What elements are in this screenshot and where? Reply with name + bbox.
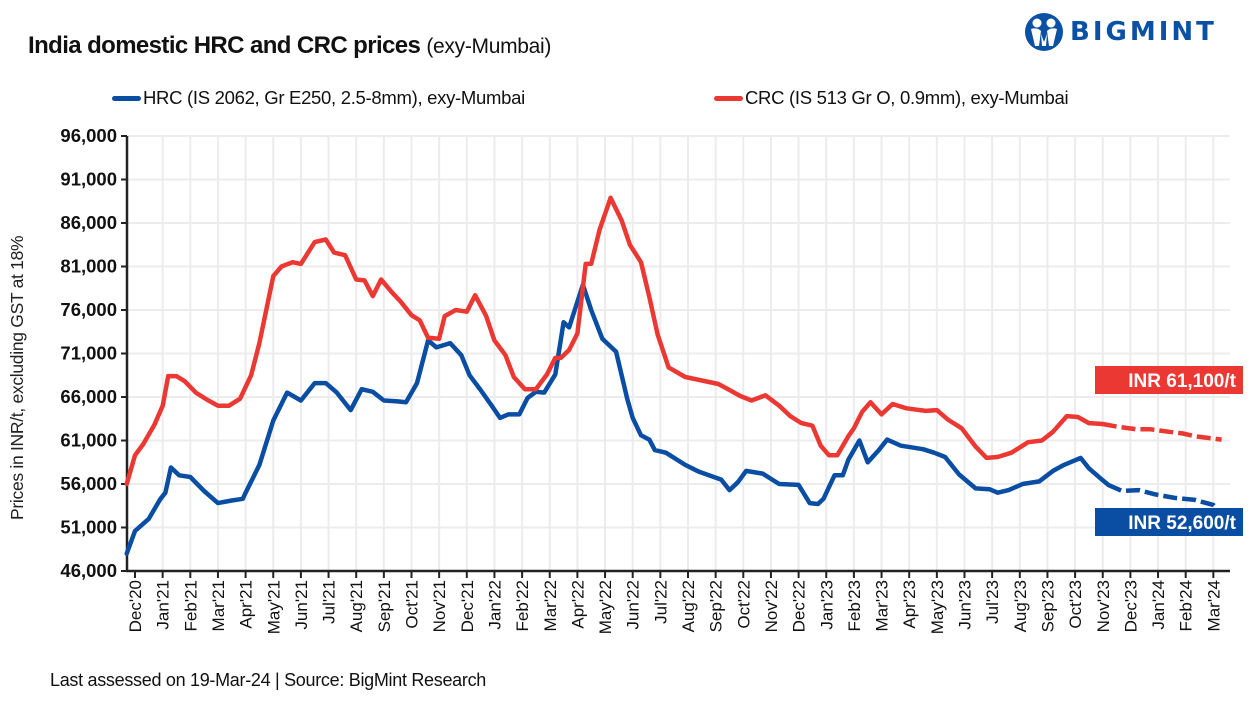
x-tick-label: Jan'24 [1149,580,1168,630]
x-tick-label: Dec'21 [458,580,477,632]
legend-swatch-hrc [112,95,141,101]
grid [127,135,1230,571]
legend-label-hrc: HRC (IS 2062, Gr E250, 2.5-8mm), exy-Mum… [143,87,525,108]
series-line-hrc-dashed [1107,482,1224,516]
x-tick-label: Mar'24 [1204,580,1223,631]
x-tick-label: Jul'21 [320,580,339,624]
x-tick-label: Jul'23 [983,580,1002,624]
annotation-box [1095,366,1243,394]
end-value-annotations: INR 61,100/t INR 52,600/t [1095,366,1243,536]
x-tick-label: Dec'22 [790,580,809,632]
annotation-box [1095,508,1243,536]
x-tick-label: Jun'21 [292,580,311,630]
x-tick-label: May'23 [928,580,947,634]
y-tick-label: 51,000 [60,517,117,538]
logo-text: BIGMINT [1070,17,1217,47]
x-tick-label: Feb'23 [845,580,864,631]
y-tick-label: 91,000 [60,169,117,190]
axes [121,135,1230,578]
y-tick-label: 46,000 [60,560,117,581]
people-figures-icon [1025,13,1063,51]
x-tick-label: Apr'22 [568,580,587,629]
x-tick-label: Nov'22 [762,580,781,632]
x-tick-label: Dec'23 [1121,580,1140,632]
y-tick-label: 76,000 [60,299,117,320]
x-tick-labels: Dec'20 Jan'21 Feb'21 Mar'21 Apr'21 May'21 Jun'… [126,580,1223,634]
x-tick-label: Aug'22 [679,580,698,632]
series-line-hrc [124,282,1111,556]
x-tick-label: Nov'23 [1094,580,1113,632]
chart-title-main: India domestic HRC and CRC prices [28,32,421,59]
x-tick-label: Mar'21 [209,580,228,631]
x-tick-label: Oct'22 [734,580,753,629]
annotation-hrc: INR 52,600/t [1095,508,1243,536]
y-tick-label: 71,000 [60,343,117,364]
x-tick-label: Sep'23 [1038,580,1057,632]
legend-swatch-crc [714,95,743,101]
x-tick-label: May'21 [264,580,283,634]
legend-item-crc: CRC (IS 513 Gr O, 0.9mm), exy-Mumbai [714,87,1069,109]
x-tick-label: Apr'21 [237,580,256,629]
x-tick-label: Mar'23 [873,580,892,631]
legend-label-crc: CRC (IS 513 Gr O, 0.9mm), exy-Mumbai [745,87,1069,108]
annotation-text: INR 52,600/t [1128,513,1236,534]
y-tick-label: 81,000 [60,256,117,277]
x-tick-label: Aug'23 [1011,580,1030,632]
x-tick-label: Oct'23 [1066,580,1085,629]
x-tick-label: Feb'21 [181,580,200,631]
x-tick-label: Nov'21 [430,580,449,632]
annotation-crc: INR 61,100/t [1095,366,1243,394]
legend: HRC (IS 2062, Gr E250, 2.5-8mm), exy-Mum… [0,87,1254,111]
series-line-crc [124,195,1106,487]
y-tick-label: 96,000 [60,125,117,146]
x-tick-label: Jun'22 [624,580,643,630]
y-tick-label: 61,000 [60,430,117,451]
x-tick-label: May'22 [596,580,615,634]
y-tick-label: 66,000 [60,386,117,407]
x-tick-label: Aug'21 [347,580,366,632]
x-tick-label: Feb'22 [513,580,532,631]
y-tick-label: 56,000 [60,473,117,494]
x-tick-label: Oct'21 [403,580,422,629]
x-tick-label: Apr'23 [900,580,919,629]
x-tick-label: Jul'22 [651,580,670,624]
series-lines [124,195,1224,556]
x-tick-label: Sep'22 [707,580,726,632]
series-line-crc-dashed [1102,421,1222,442]
y-tick-labels: 46,000 51,000 56,000 61,000 66,000 71,000 76,0… [60,125,117,581]
annotation-text: INR 61,100/t [1128,371,1236,392]
x-tick-label: Jan'23 [817,580,836,630]
x-tick-label: Dec'20 [126,580,145,632]
bigmint-logo: BIGMINT [1024,12,1217,52]
chart-title: India domestic HRC and CRC prices (exy-M… [28,32,551,60]
x-tick-label: Sep'21 [375,580,394,632]
x-tick-label: Jun'23 [956,580,975,630]
footer-source: Last assessed on 19-Mar-24 | Source: Big… [50,670,486,690]
x-tick-label: Feb'24 [1177,580,1196,631]
chart-title-subtitle: (exy-Mumbai) [426,35,552,58]
x-tick-label: Jan'22 [485,580,504,630]
y-tick-label: 86,000 [60,212,117,233]
legend-item-hrc: HRC (IS 2062, Gr E250, 2.5-8mm), exy-Mum… [112,87,525,109]
x-tick-label: Jan'21 [154,580,173,630]
x-tick-label: Mar'22 [541,580,560,631]
